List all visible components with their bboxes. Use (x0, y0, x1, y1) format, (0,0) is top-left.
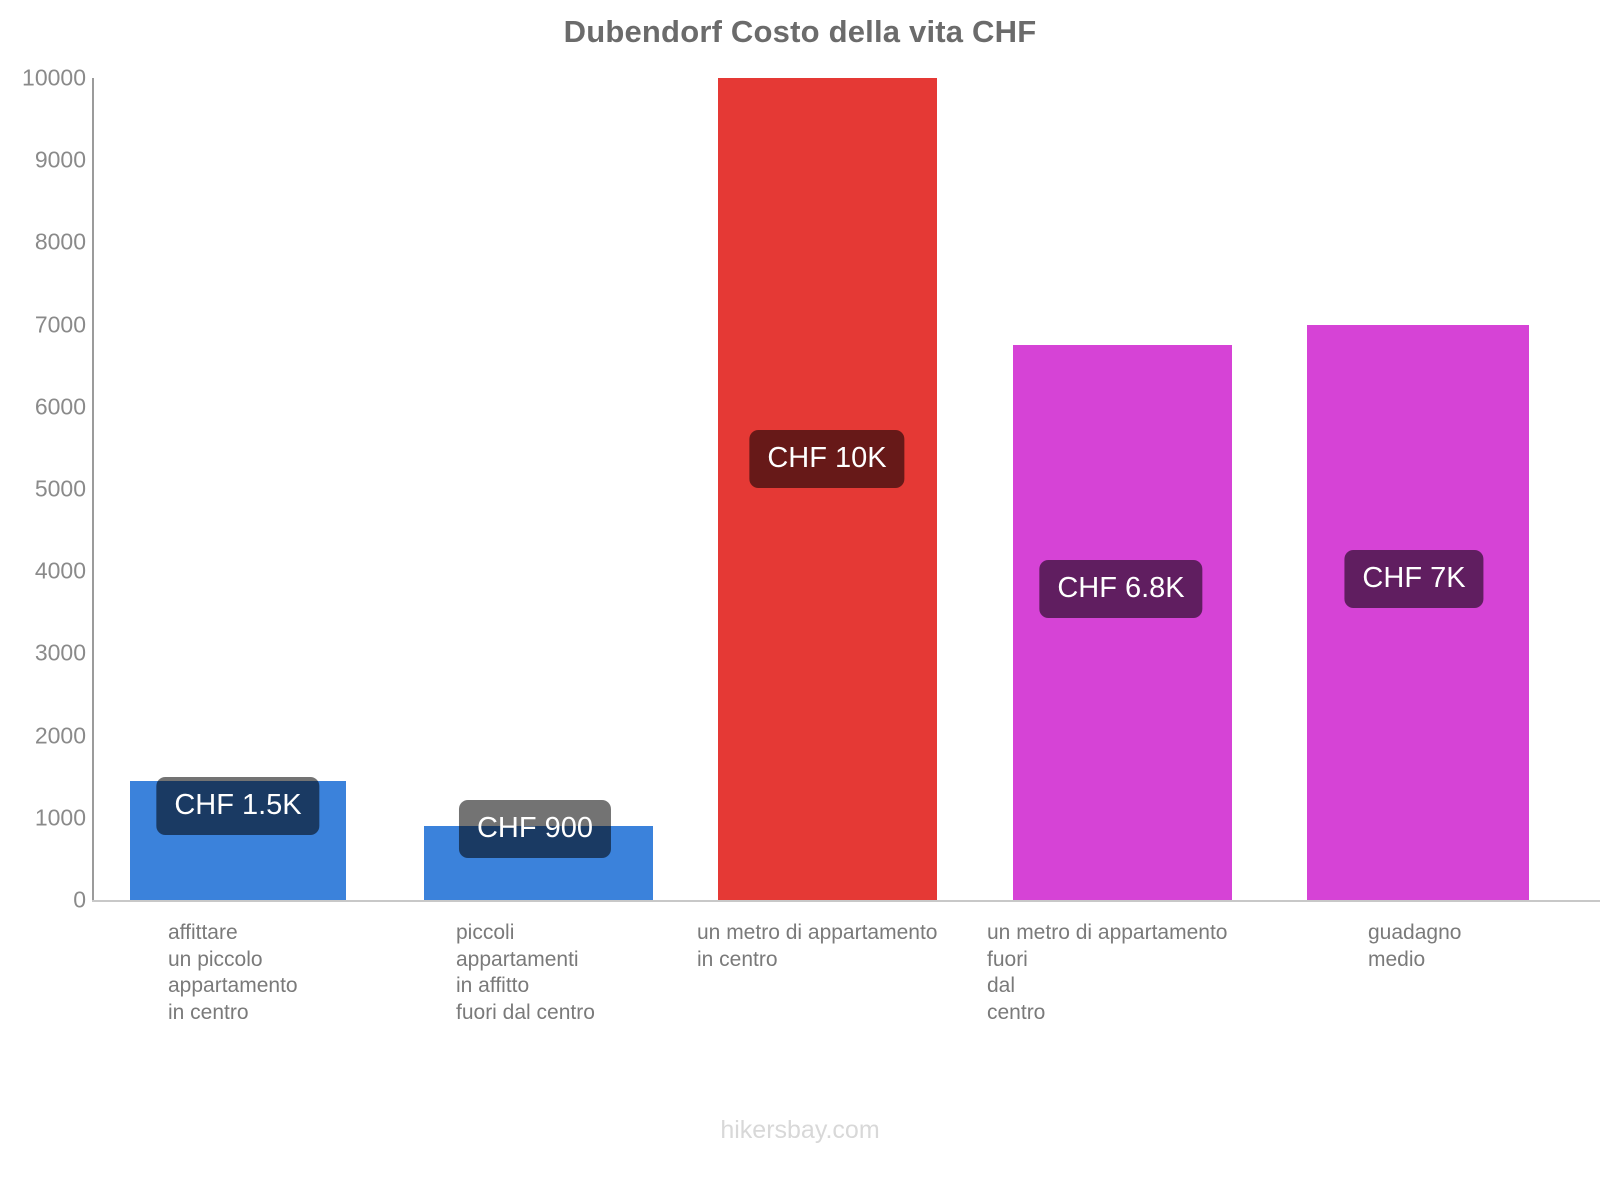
bar-value-label: CHF 6.8K (1039, 560, 1203, 618)
bar[interactable] (1307, 324, 1529, 900)
x-category-label-line: un metro di appartamento (697, 921, 938, 944)
x-category-label: piccoli appartamenti in affitto fuori dal c… (456, 920, 595, 1026)
y-tick-label: 4000 (34, 557, 86, 584)
x-category-label-line: piccoli (456, 921, 515, 944)
x-category-label-line: medio (1368, 947, 1426, 971)
y-tick-label: 8000 (34, 228, 86, 255)
x-category-label-line: dal (987, 974, 1016, 997)
bar-value-label: CHF 10K (749, 430, 905, 488)
bar-value-label: CHF 900 (458, 800, 612, 858)
x-category-label-line: fuori dal centro (456, 1000, 595, 1024)
x-category-label-line: un piccolo (168, 947, 263, 971)
y-tick-label: 7000 (34, 311, 86, 338)
x-category-label-line: appartamenti (456, 947, 579, 971)
y-tick-label: 3000 (34, 639, 86, 666)
x-category-label-line: in centro (168, 1000, 249, 1024)
x-category-label: un metro di appartamento in centro (697, 920, 937, 973)
y-tick-label: 1000 (34, 804, 86, 831)
y-tick-label: 9000 (34, 146, 86, 173)
y-tick-label: 0 (73, 886, 86, 913)
y-axis-line (92, 78, 94, 902)
bar[interactable] (718, 78, 937, 900)
x-category-label-line: centro (987, 1000, 1046, 1024)
bar[interactable] (1013, 345, 1232, 900)
y-tick-label: 6000 (34, 393, 86, 420)
watermark-hikersbay: hikersbay.com (720, 1116, 880, 1144)
x-category-label-line: fuori (987, 947, 1028, 971)
x-category-label-line: in centro (697, 947, 778, 971)
y-tick-label: 2000 (34, 722, 86, 749)
chart-title: Dubendorf Costo della vita CHF (563, 14, 1037, 49)
y-axis-tick-labels: 10000 9000 8000 7000 6000 5000 4000 3000 2000 100… (0, 0, 86, 1200)
x-category-label-line: guadagno (1368, 921, 1462, 944)
bar-value-label: CHF 7K (1344, 550, 1484, 608)
bar-value-label: CHF 1.5K (156, 777, 320, 835)
x-category-label: affittare un piccolo appartamento in centro (168, 920, 298, 1026)
x-category-label-line: in affitto (456, 974, 530, 997)
x-category-label: guadagno medio (1368, 920, 1461, 973)
x-category-label-line: un metro di appartamento (987, 921, 1228, 944)
y-tick-label: 10000 (22, 64, 86, 91)
x-category-label-line: appartamento (168, 974, 298, 997)
y-tick-label: 5000 (34, 475, 86, 502)
x-category-label-line: affittare (168, 921, 238, 944)
x-axis-baseline (92, 900, 1600, 902)
x-category-label: un metro di appartamento fuori dal centro (987, 920, 1227, 1026)
